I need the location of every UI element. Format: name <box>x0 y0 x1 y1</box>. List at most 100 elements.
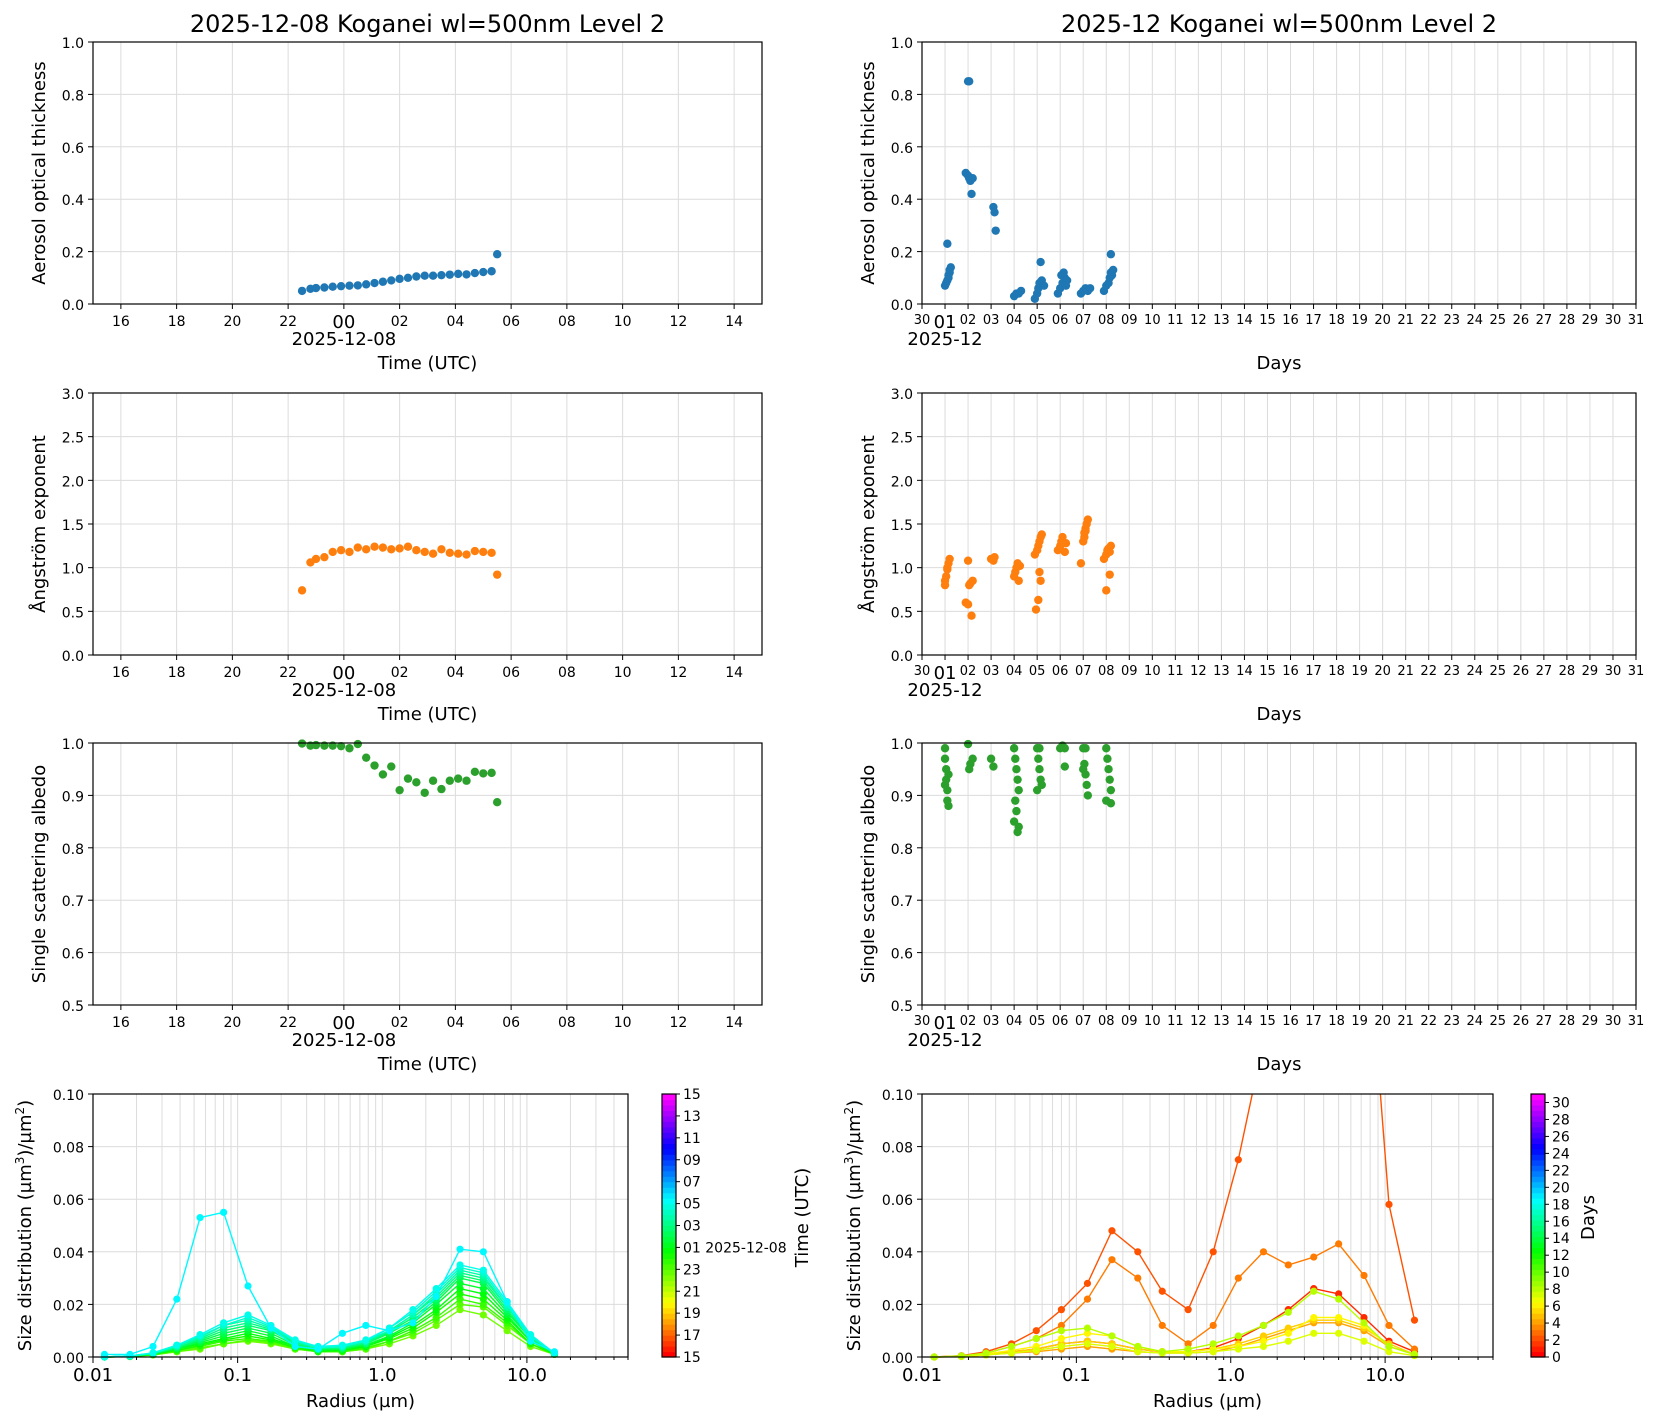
y-axis-label: Aerosol optical thickness <box>858 61 879 284</box>
x-tick-label: 03 <box>983 1014 1000 1029</box>
x-tick-label: 30 <box>1605 1014 1622 1029</box>
x-date-label: 2025-12 <box>907 1030 982 1051</box>
data-point <box>453 269 463 279</box>
series-point <box>1083 1279 1092 1287</box>
series-point <box>338 1341 346 1349</box>
x-tick-label: 02 <box>391 1015 409 1031</box>
x-tick-label: 28 <box>1559 313 1576 328</box>
axes-frame <box>921 1093 1494 1358</box>
x-tick-label: 05 <box>1029 1014 1046 1029</box>
colorbar-tick-label: 18 <box>1552 1197 1570 1213</box>
x-date-label: 2025-12-08 <box>292 329 397 350</box>
data-point <box>311 554 321 564</box>
data-point <box>945 554 954 564</box>
colorbar-segment <box>1531 1165 1545 1172</box>
series-point <box>1007 1342 1016 1351</box>
series-point <box>1410 1350 1419 1358</box>
x-tick-label: 21 <box>1397 664 1414 679</box>
colorbar-segment <box>662 1115 676 1122</box>
colorbar-segment <box>1531 1094 1545 1101</box>
y-tick-label: 2.5 <box>62 431 84 447</box>
series-line <box>934 1287 1415 1358</box>
series-point <box>1032 1346 1040 1355</box>
x-tick-label: 08 <box>1098 313 1115 328</box>
x-tick-label: 16 <box>1282 313 1299 328</box>
colorbar-segment <box>1531 1132 1545 1139</box>
colorbar-segment <box>662 1236 676 1243</box>
series-line <box>934 1332 1415 1358</box>
data-point <box>1058 532 1067 542</box>
series-point <box>385 1327 393 1335</box>
y-tick-label: 0.6 <box>891 947 913 963</box>
y-tick-label: 0.10 <box>882 1088 913 1104</box>
colorbar-segment <box>1531 1137 1545 1144</box>
x-tick-label: 06 <box>1052 313 1069 328</box>
x-tick-label: 29 <box>1582 313 1599 328</box>
series-point <box>1284 1261 1292 1269</box>
colorbar-label: Time (UTC) <box>792 1168 813 1269</box>
data-point <box>963 556 973 565</box>
colorbar-segment <box>662 1329 676 1336</box>
series-point <box>1184 1340 1192 1348</box>
y-tick-label: 0.4 <box>891 193 913 209</box>
colorbar-segment <box>1531 1329 1545 1336</box>
data-point <box>336 741 346 751</box>
series-point <box>1032 1334 1040 1343</box>
x-tick-label: 07 <box>1075 313 1092 328</box>
colorbar-segment <box>662 1126 676 1133</box>
colorbar-tick-label: 16 <box>1552 1214 1570 1230</box>
colorbar-segment <box>662 1099 676 1106</box>
data-point <box>378 770 388 779</box>
data-point <box>1012 806 1021 816</box>
colorbar-segment <box>662 1340 676 1347</box>
series-point <box>456 1290 464 1298</box>
colorbar-segment <box>1531 1269 1545 1276</box>
data-point <box>1061 539 1071 548</box>
colorbar-tick-label: 12 <box>1552 1248 1570 1264</box>
x-tick-label: 26 <box>1513 664 1530 679</box>
colorbar-segment <box>662 1198 676 1205</box>
colorbar-label: Days <box>1578 1195 1599 1240</box>
data-point <box>445 270 454 279</box>
data-point <box>428 271 438 280</box>
data-point <box>1039 281 1049 290</box>
series-point <box>244 1311 252 1319</box>
y-tick-label: 1.0 <box>62 562 84 578</box>
x-tick-label: 0.1 <box>223 1365 252 1386</box>
series-point <box>479 1248 487 1256</box>
series-point <box>1108 1332 1116 1340</box>
colorbar-segment <box>662 1176 676 1183</box>
axes-frame <box>92 41 763 305</box>
x-tick-label: 16 <box>112 1015 130 1031</box>
x-tick-label: 12 <box>669 665 687 681</box>
data-point <box>1083 791 1093 800</box>
series-point <box>1007 1349 1016 1357</box>
x-tick-label: 1.0 <box>1216 1365 1245 1386</box>
data-point <box>1104 765 1113 774</box>
series-point <box>1335 1313 1343 1322</box>
colorbar-segment <box>662 1263 676 1270</box>
data-point <box>990 552 999 562</box>
x-tick-label: 04 <box>1006 1014 1023 1029</box>
series-line <box>934 1316 1415 1358</box>
colorbar-segment <box>1531 1340 1545 1347</box>
x-tick-label: 13 <box>1213 1014 1230 1029</box>
data-point <box>1059 268 1068 277</box>
series-point <box>1158 1321 1166 1330</box>
data-point <box>361 545 371 554</box>
series-point <box>1158 1287 1166 1295</box>
data-point <box>353 739 363 749</box>
x-tick-label: 19 <box>1351 664 1368 679</box>
colorbar-tick-label: 01 2025-12-08 <box>683 1240 787 1256</box>
x-tick-label: 07 <box>1075 664 1092 679</box>
x-tick-label: 15 <box>1259 1014 1276 1029</box>
data-point <box>345 547 354 557</box>
y-tick-label: 0.6 <box>62 947 84 963</box>
data-point <box>986 754 996 763</box>
series-point <box>503 1327 511 1335</box>
y-tick-label: 0.08 <box>53 1141 84 1157</box>
x-tick-label: 31 <box>1628 1014 1645 1029</box>
data-point <box>1014 822 1023 832</box>
points-group <box>940 515 1116 620</box>
y-tick-label: 0.06 <box>882 1193 913 1209</box>
